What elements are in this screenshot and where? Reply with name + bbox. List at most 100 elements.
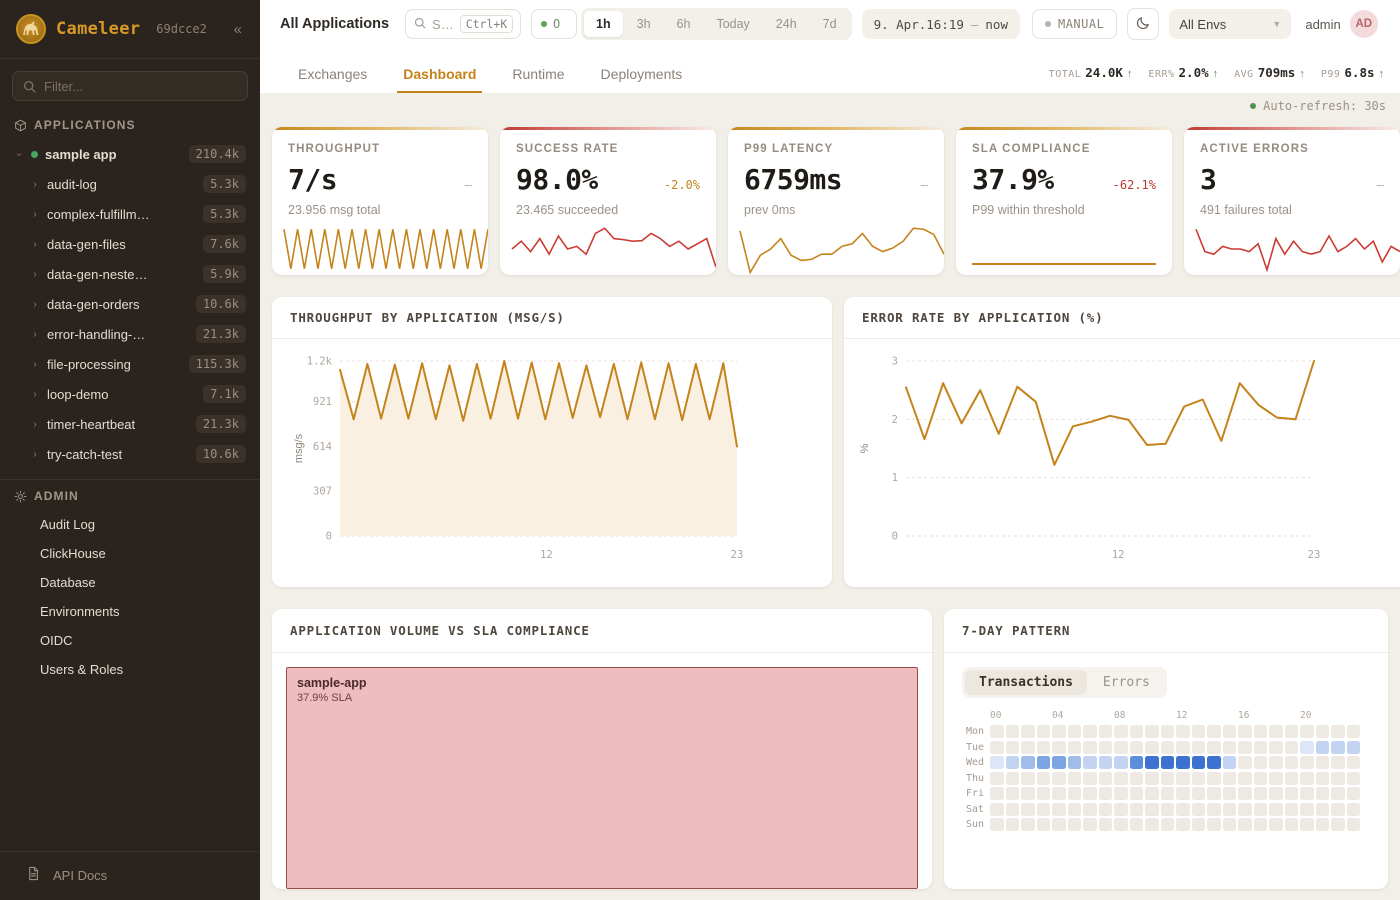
heatmap-cell[interactable] [1207,771,1221,785]
heatmap-cell[interactable] [1207,802,1221,816]
heatmap-cell[interactable] [1036,802,1050,816]
heatmap-cell[interactable] [1067,756,1081,770]
heatmap-cell[interactable] [1114,771,1128,785]
heatmap-cell[interactable] [1005,818,1019,832]
heatmap-cell[interactable] [1346,771,1360,785]
heatmap-cell[interactable] [1346,802,1360,816]
heatmap-cell[interactable] [1269,787,1283,801]
throughput-chart-svg[interactable]: 0 307 614 921 1.2k msg/s 12 23 [272,339,832,584]
heatmap-cell[interactable] [1191,756,1205,770]
heatmap-cell[interactable] [1176,818,1190,832]
tree-item-timer-heartbeat[interactable]: › timer-heartbeat 21.3k [8,409,252,439]
admin-item-database[interactable]: Database [40,575,96,590]
heatmap-cell[interactable] [1300,802,1314,816]
admin-item-audit-log[interactable]: Audit Log [40,517,95,532]
tree-item-data-gen-neste[interactable]: › data-gen-neste… 5.9k [8,259,252,289]
heatmap-cell[interactable] [1005,740,1019,754]
heatmap-cell[interactable] [1269,756,1283,770]
heatmap-cell[interactable] [1160,771,1174,785]
heatmap-cell[interactable] [1067,787,1081,801]
collapse-sidebar-icon[interactable]: « [233,20,242,38]
heatmap-cell[interactable] [1129,725,1143,739]
heatmap-cell[interactable] [1005,756,1019,770]
tab-deployments[interactable]: Deployments [600,66,683,82]
heatmap-cell[interactable] [1129,756,1143,770]
heatmap-cell[interactable] [1098,740,1112,754]
heatmap-cell[interactable] [1036,725,1050,739]
heatmap-cell[interactable] [1284,787,1298,801]
heatmap-cell[interactable] [1253,818,1267,832]
heatmap-cell[interactable] [1207,725,1221,739]
heatmap-cell[interactable] [1176,802,1190,816]
tab-dashboard[interactable]: Dashboard [385,66,494,93]
heatmap-cell[interactable] [1238,740,1252,754]
heatmap-cell[interactable] [1145,802,1159,816]
tree-item-try-catch-test[interactable]: › try-catch-test 10.6k [8,439,252,469]
heatmap-cell[interactable] [1114,740,1128,754]
heatmap-cell[interactable] [1269,818,1283,832]
tree-item-file-processing[interactable]: › file-processing 115.3k [8,349,252,379]
heatmap-cell[interactable] [1300,725,1314,739]
heatmap-cell[interactable] [1114,787,1128,801]
time-range-selector[interactable]: 1h 3h 6h Today 24h 7d [581,8,852,40]
heatmap-cell[interactable] [990,787,1004,801]
heatmap-cell[interactable] [1315,756,1329,770]
heatmap-cell[interactable] [1021,771,1035,785]
heatmap-cell[interactable] [1021,818,1035,832]
heatmap-cell[interactable] [1098,787,1112,801]
heatmap-cell[interactable] [1176,787,1190,801]
heatmap-cell[interactable] [1160,756,1174,770]
heatmap-cell[interactable] [1036,818,1050,832]
heatmap-cell[interactable] [1160,787,1174,801]
heatmap-cell[interactable] [990,802,1004,816]
heatmap-cell[interactable] [1207,818,1221,832]
heatmap-cell[interactable] [1005,771,1019,785]
range-button-today[interactable]: Today [716,17,750,31]
tab-runtime[interactable]: Runtime [512,66,565,82]
heatmap-cell[interactable] [1160,802,1174,816]
heatmap-cell[interactable] [990,818,1004,832]
heatmap-cell[interactable] [1222,818,1236,832]
heatmap-cell[interactable] [1129,787,1143,801]
heatmap-cell[interactable] [1284,802,1298,816]
tab-exchanges[interactable]: Exchanges [298,66,368,82]
kpi-card-active-errors[interactable]: ACTIVE ERRORS 3–491 failures total [1184,127,1400,275]
heatmap-cell[interactable] [1098,771,1112,785]
kpi-card-sla-compliance[interactable]: SLA COMPLIANCE 37.9% -62.1% P99 within thre… [956,127,1172,275]
heatmap-cell[interactable] [1222,756,1236,770]
heatmap-cell[interactable] [1145,771,1159,785]
heatmap-cell[interactable] [1114,756,1128,770]
heatmap-cell[interactable] [1021,740,1035,754]
heatmap-cell[interactable] [1052,771,1066,785]
heatmap-cell[interactable] [1315,818,1329,832]
heatmap-cell[interactable] [1300,818,1314,832]
admin-item-clickhouse[interactable]: ClickHouse [40,546,106,561]
heatmap-cell[interactable] [1346,756,1360,770]
heatmap-cell[interactable] [1315,802,1329,816]
heatmap-cell[interactable] [1052,787,1066,801]
heatmap-tab-errors[interactable]: Errors [1102,675,1150,690]
tree-item-complex-fulfillm[interactable]: › complex-fulfillm… 5.3k [8,199,252,229]
kpi-card-p99-latency[interactable]: P99 LATENCY 6759ms – prev 0ms [728,127,944,275]
heatmap-cell[interactable] [1129,740,1143,754]
heatmap-cell[interactable] [1331,818,1345,832]
heatmap-cell[interactable] [1083,802,1097,816]
heatmap-cell[interactable] [1067,802,1081,816]
heatmap-cell[interactable] [1191,740,1205,754]
heatmap-cell[interactable] [1222,740,1236,754]
heatmap-cell[interactable] [1083,740,1097,754]
heatmap-cell[interactable] [1253,740,1267,754]
tree-item-data-gen-files[interactable]: › data-gen-files 7.6k [8,229,252,259]
heatmap-cell[interactable] [1238,787,1252,801]
heatmap-cell[interactable] [1083,756,1097,770]
heatmap-cell[interactable] [1176,740,1190,754]
heatmap-tab-transactions[interactable]: Transactions [965,670,1087,695]
heatmap-cell[interactable] [1346,818,1360,832]
treemap-cell-sample-app[interactable]: sample-app 37.9% SLA [286,667,918,889]
heatmap-cell[interactable] [1005,725,1019,739]
heatmap-cell[interactable] [1145,818,1159,832]
sidebar-filter-input[interactable] [44,78,237,94]
heatmap-cell[interactable] [1191,725,1205,739]
heatmap-cell[interactable] [1114,725,1128,739]
